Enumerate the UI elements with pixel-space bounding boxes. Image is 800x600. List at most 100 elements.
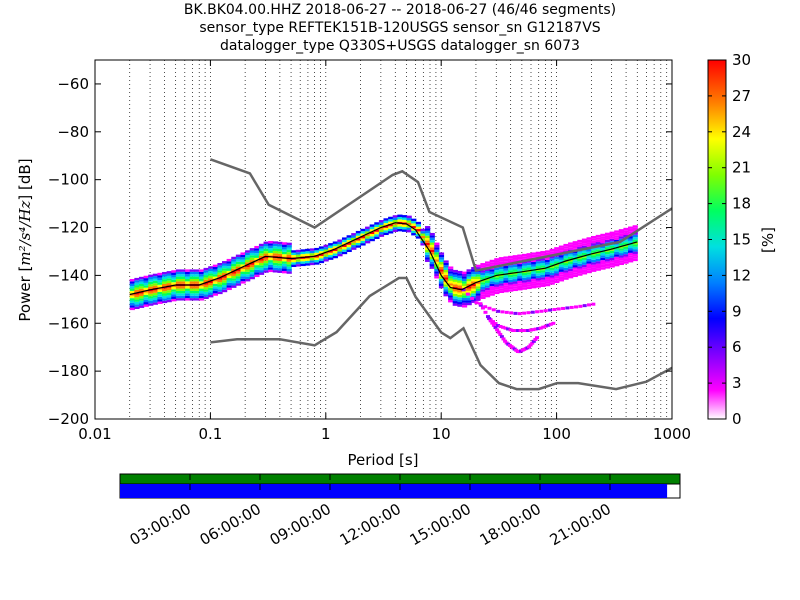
heatmap-cell (240, 269, 246, 272)
heatmap-cell-tail (501, 325, 506, 329)
heatmap-cell (148, 277, 154, 280)
heatmap-cell (461, 273, 468, 277)
heatmap-cell (129, 305, 135, 308)
x-tick-label: 1 (321, 425, 331, 443)
heatmap-cell (448, 285, 454, 289)
heatmap-cell (581, 272, 588, 275)
heatmap-cell (272, 265, 278, 268)
heatmap-cell-tail (561, 306, 566, 310)
heatmap-cell-tail (513, 329, 518, 333)
heatmap-cell (162, 300, 168, 304)
heatmap-cell (226, 263, 232, 267)
heatmap-cell-tail (474, 301, 479, 305)
heatmap-cell (194, 293, 200, 296)
heatmap-cell (632, 249, 638, 252)
heatmap-cell (323, 249, 329, 252)
heatmap-cell (203, 296, 209, 299)
heatmap-cell (148, 298, 154, 301)
heatmap-cell (457, 273, 463, 276)
heatmap-cell (166, 275, 172, 279)
heatmap-cell (295, 259, 302, 262)
heatmap-cell (628, 257, 634, 261)
heatmap-cell (143, 280, 149, 283)
timeline-label: 21:00:00 (547, 500, 614, 549)
heatmap-cell (346, 235, 352, 238)
heatmap-cell (549, 270, 555, 273)
heatmap-cell (203, 294, 209, 297)
heatmap-cell-tail (498, 324, 503, 328)
heatmap-cell (628, 226, 634, 229)
heatmap-cell (503, 282, 509, 286)
heatmap-cell (185, 288, 191, 291)
heatmap-cell (369, 224, 375, 227)
heatmap-cell (480, 284, 486, 287)
heatmap-cell (535, 251, 541, 255)
heatmap-cell (281, 242, 288, 245)
heatmap-cell (614, 254, 620, 257)
heatmap-cell (568, 263, 574, 267)
heatmap-cell (374, 224, 380, 228)
heatmap-cell (258, 243, 265, 247)
heatmap-cell (521, 275, 528, 278)
heatmap-cell (485, 285, 491, 288)
heatmap-cell (429, 261, 435, 265)
heatmap-cell (549, 275, 555, 278)
heatmap-cell (254, 269, 260, 273)
heatmap-cell (600, 264, 606, 268)
heatmap-cell (489, 286, 495, 289)
heatmap-cell-tail (528, 343, 533, 347)
heatmap-cell (531, 271, 537, 274)
heatmap-cell (549, 267, 555, 271)
heatmap-cell (618, 260, 625, 263)
heatmap-cell (471, 269, 477, 272)
heatmap-cell (392, 215, 398, 218)
heatmap-cell (337, 249, 343, 252)
heatmap-cell (452, 293, 458, 297)
heatmap-cell (434, 271, 440, 274)
heatmap-cell (577, 258, 583, 262)
heatmap-cell (189, 290, 195, 294)
heatmap-cell (549, 260, 555, 264)
heatmap-cell (365, 233, 371, 237)
heatmap-cell (494, 270, 500, 273)
heatmap-cell (581, 243, 588, 246)
heatmap-cell (323, 254, 329, 257)
heatmap-cell (341, 244, 348, 247)
heatmap-cell (521, 277, 528, 281)
heatmap-cell (494, 286, 500, 290)
heatmap-cell (628, 236, 634, 239)
heatmap-cell (268, 257, 274, 261)
heatmap-cell (263, 270, 269, 273)
heatmap-cell (222, 285, 228, 288)
heatmap-cell-tail (521, 329, 526, 333)
heatmap-cell (448, 266, 454, 269)
heatmap-cell (295, 252, 302, 255)
heatmap-cell (485, 261, 491, 264)
heatmap-cell (577, 270, 583, 274)
heatmap-cell (240, 273, 246, 277)
heatmap-cell (489, 290, 495, 294)
heatmap-cell (152, 290, 159, 293)
heatmap-cell (604, 254, 611, 257)
heatmap-cell-tail (548, 308, 553, 312)
heatmap-cell (152, 273, 159, 277)
heatmap-cell (461, 290, 468, 294)
heatmap-cell (618, 255, 625, 258)
heatmap-cell (480, 282, 486, 285)
heatmap-cell (318, 246, 325, 249)
heatmap-cell (222, 287, 228, 290)
heatmap-cell (466, 298, 472, 301)
heatmap-cell (494, 289, 500, 292)
heatmap-cell (245, 279, 251, 282)
heatmap-cell (526, 262, 532, 266)
heatmap-cell-tail (530, 341, 535, 345)
heatmap-cell (291, 262, 297, 265)
heatmap-cell (134, 304, 140, 307)
heatmap-cell (508, 258, 514, 261)
heatmap-cell (581, 255, 588, 258)
heatmap-cell (425, 230, 431, 234)
heatmap-cell (365, 229, 371, 232)
heatmap-cell (475, 286, 481, 289)
heatmap-cell (489, 262, 495, 265)
heatmap-cell (222, 268, 228, 271)
